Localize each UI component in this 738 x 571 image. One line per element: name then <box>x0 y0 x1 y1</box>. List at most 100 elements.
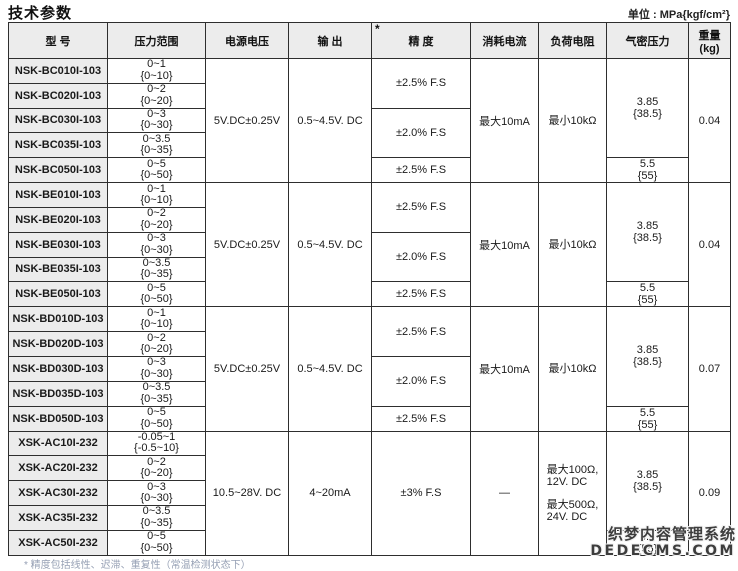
airtight-pressure-alt-value: {55} <box>637 418 658 431</box>
table-row: XSK-AC35I-232 0~3.5 {0~35} <box>8 504 731 531</box>
pressure-range-alt-value: {0~10} <box>140 318 173 331</box>
pressure-range-cell: 0~5 {0~50} <box>107 529 206 556</box>
airtight-pressure-value: 5.5 <box>639 530 656 543</box>
model-cell: NSK-BD035D-103 <box>8 380 108 407</box>
pressure-range-value: 0~1 <box>147 306 166 319</box>
pressure-range-cell: 0~2 {0~20} <box>107 82 206 109</box>
pressure-range-alt-value: {0~20} <box>140 343 173 356</box>
model-cell: XSK-AC10I-232 <box>8 430 108 457</box>
column-header-0: 型 号 <box>8 22 108 59</box>
watermark-domain-text: DEDECMS.COM <box>590 543 736 559</box>
current-consumption-cell: — <box>470 430 539 556</box>
model-cell: NSK-BC030I-103 <box>8 107 108 134</box>
pressure-range-alt-value: {0~50} <box>140 169 173 182</box>
pressure-range-value: 0~2 <box>147 455 166 468</box>
accuracy-cell: ±2.5% F.S <box>371 281 471 308</box>
pressure-range-cell: 0~5 {0~50} <box>107 405 206 432</box>
column-header-label: 重量 <box>698 29 721 42</box>
pressure-range-cell: 0~3 {0~30} <box>107 231 206 258</box>
weight-cell: 0.07 <box>688 306 731 432</box>
airtight-pressure-cell: 5.5 {55} <box>606 281 689 308</box>
airtight-pressure-value: 5.5 <box>639 406 656 419</box>
airtight-pressure-alt-value: {38.5} <box>633 480 662 493</box>
pressure-range-alt-value: {0~50} <box>140 541 173 554</box>
weight-cell: 0.04 <box>688 182 731 308</box>
load-resistance-text: 最大100Ω, 12V. DC 最大500Ω, 24V. DC <box>547 464 599 523</box>
load-resistance-line: 12V. DC <box>546 475 588 488</box>
load-resistance-cell: 最大100Ω, 12V. DC 最大500Ω, 24V. DC <box>538 430 607 556</box>
table-row: NSK-BC050I-103 0~5 {0~50} ±2.5% F.S 5.5 {55} <box>8 157 731 184</box>
table-row: NSK-BE030I-103 0~3 {0~30} ±2.0% F.S <box>8 231 731 283</box>
pressure-range-alt-value: {0~30} <box>140 243 173 256</box>
airtight-pressure-cell: 3.85 {38.5} <box>606 182 689 283</box>
table-row: NSK-BD020D-103 0~2 {0~20} <box>8 331 731 357</box>
current-consumption-cell: 最大10mA <box>470 306 539 432</box>
load-resistance-line: 最小10kΩ <box>548 238 597 251</box>
supply-voltage-cell: 5V.DC±0.25V <box>205 182 289 308</box>
model-cell: XSK-AC50I-232 <box>8 529 108 556</box>
column-header-label: 型 号 <box>45 35 71 48</box>
output-cell: 0.5~4.5V. DC <box>288 182 372 308</box>
accuracy-cell: ±2.5% F.S <box>371 182 471 233</box>
column-header-label: 消耗电流 <box>482 35 527 48</box>
airtight-pressure-value: 3.85 <box>636 220 659 233</box>
weight-cell: 0.09 <box>688 430 731 556</box>
pressure-range-cell: -0.05~1 {-0.5~10} <box>107 430 206 457</box>
load-resistance-cell: 最小10kΩ <box>538 182 607 308</box>
accuracy-cell: ±2.0% F.S <box>371 231 471 283</box>
model-cell: NSK-BE050I-103 <box>8 281 108 308</box>
load-resistance-line: 最小10kΩ <box>548 114 597 127</box>
pressure-range-cell: 0~5 {0~50} <box>107 157 206 184</box>
model-cell: XSK-AC30I-232 <box>8 480 108 506</box>
pressure-range-alt-value: {0~30} <box>140 119 173 132</box>
page-title: 技术参数 <box>8 5 73 22</box>
pressure-range-value: 0~5 <box>147 157 166 170</box>
title-bar: 技术参数 单位 : MPa{kgf/cm²} <box>8 0 730 22</box>
pressure-range-alt-value: {0~10} <box>140 194 173 207</box>
model-cell: NSK-BC010I-103 <box>8 58 108 84</box>
pressure-range-alt-value: {0~50} <box>140 293 173 306</box>
pressure-range-alt-value: {0~35} <box>140 392 173 405</box>
load-resistance-line: 24V. DC <box>546 510 588 523</box>
model-cell: NSK-BC020I-103 <box>8 82 108 109</box>
table-row: XSK-AC20I-232 0~2 {0~20} <box>8 455 731 482</box>
model-cell: NSK-BC035I-103 <box>8 132 108 159</box>
pressure-range-alt-value: {0~35} <box>140 516 173 529</box>
column-header-7: 气密压力 <box>606 22 689 59</box>
model-cell: NSK-BD020D-103 <box>8 331 108 357</box>
column-header-8: 重量 (kg) <box>688 22 731 59</box>
load-resistance-cell: 最小10kΩ <box>538 306 607 432</box>
pressure-range-cell: 0~3.5 {0~35} <box>107 256 206 283</box>
pressure-range-value: 0~5 <box>147 530 166 543</box>
column-header-label: 精 度 <box>408 35 434 48</box>
table-row: XSK-AC10I-232 -0.05~1 {-0.5~10} 10.5~28V. D… <box>8 430 731 556</box>
load-resistance-line: 最大100Ω, <box>546 463 599 476</box>
model-cell: NSK-BE035I-103 <box>8 256 108 283</box>
table-row: NSK-BC035I-103 0~3.5 {0~35} <box>8 132 731 159</box>
pressure-range-value: -0.05~1 <box>137 431 176 443</box>
pressure-range-alt-value: {-0.5~10} <box>134 442 179 455</box>
model-cell: NSK-BD030D-103 <box>8 355 108 382</box>
pressure-range-value: 0~3 <box>147 356 166 369</box>
pressure-range-alt-value: {0~20} <box>140 94 173 107</box>
watermark-cn-text: 织梦内容管理系统 <box>607 526 736 543</box>
pressure-range-alt-value: {0~35} <box>140 144 173 157</box>
supply-voltage-cell: 5V.DC±0.25V <box>205 306 289 432</box>
pressure-range-value: 0~2 <box>147 331 166 344</box>
spec-table-body: NSK-BC010I-103 0~1 {0~10} 5V.DC±0.25V 0.5~4.… <box>8 57 731 556</box>
column-header-label: 负荷电阻 <box>550 35 595 48</box>
table-row: NSK-BD050D-103 0~5 {0~50} ±2.5% F.S 5.5 {55} <box>8 405 731 432</box>
pressure-range-alt-value: {0~10} <box>140 69 173 82</box>
pressure-range-alt-value: {0~20} <box>140 467 173 480</box>
airtight-pressure-value: 3.85 <box>636 344 659 357</box>
pressure-range-cell: 0~3 {0~30} <box>107 480 206 506</box>
column-header-label: 压力范围 <box>134 35 179 48</box>
airtight-pressure-value: 5.5 <box>639 158 656 171</box>
watermark: 织梦内容管理系统 DEDECMS.COM <box>590 526 736 560</box>
current-consumption-cell: 最大10mA <box>470 182 539 308</box>
load-resistance-text: 最小10kΩ <box>549 239 597 251</box>
airtight-pressure-value: 3.85 <box>636 468 659 481</box>
pressure-range-alt-value: {0~35} <box>140 268 173 281</box>
spec-table: 型 号 压力范围 电源电压 输 出 * 精 度 消耗电流 负荷电阻 气密压力 重量 (kg) NSK… <box>8 22 731 556</box>
